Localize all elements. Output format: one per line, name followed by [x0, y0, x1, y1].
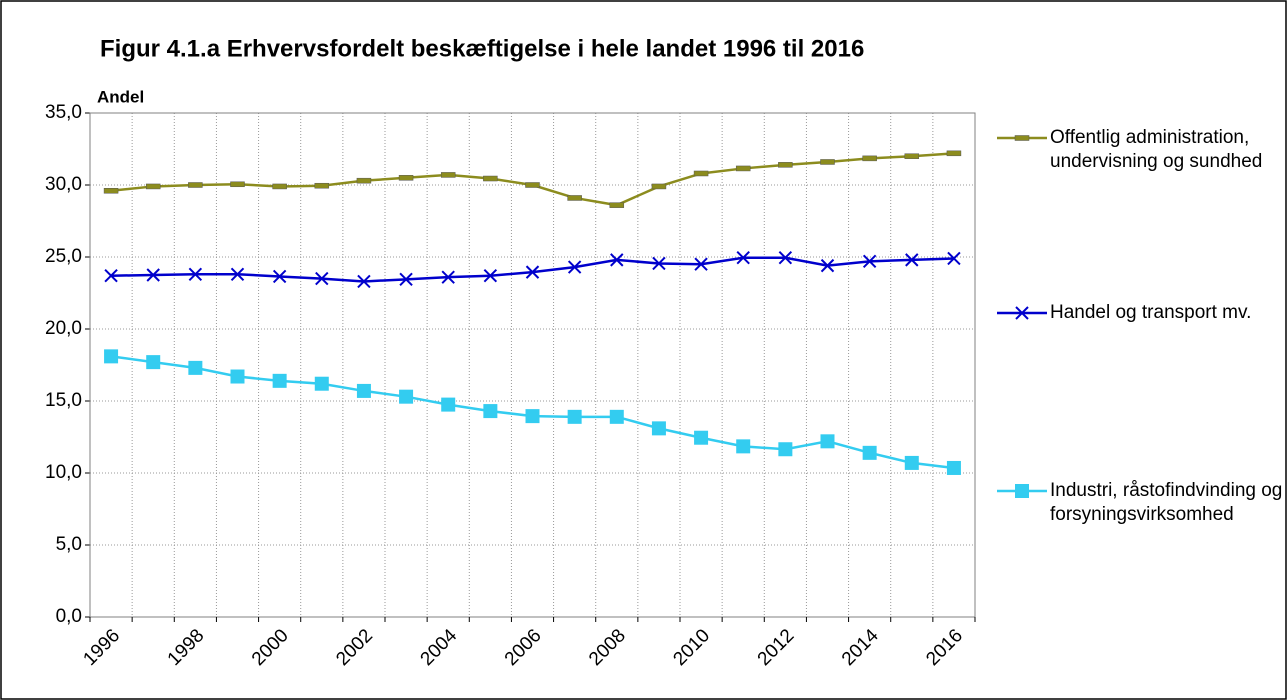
marker	[398, 175, 414, 181]
marker	[356, 177, 372, 184]
legend-marker	[1014, 135, 1030, 141]
marker	[862, 155, 877, 162]
legend-label: Offentlig administration, undervisning o…	[1050, 127, 1263, 172]
marker	[525, 182, 540, 188]
legend-label: Handel og transport mv.	[1050, 302, 1252, 323]
marker	[314, 182, 330, 189]
marker	[778, 442, 793, 457]
legend-marker	[1015, 306, 1029, 320]
marker	[651, 183, 667, 190]
marker	[230, 267, 245, 281]
marker	[230, 369, 245, 384]
marker	[399, 272, 413, 287]
marker	[735, 165, 751, 172]
marker	[905, 253, 919, 267]
x-tick-label: 2000	[248, 625, 293, 670]
marker	[272, 183, 287, 190]
marker	[399, 389, 414, 404]
marker	[820, 258, 835, 273]
marker	[694, 430, 709, 445]
y-tick-label: 30,0	[45, 174, 82, 195]
marker	[567, 409, 582, 424]
marker	[947, 251, 961, 266]
marker	[904, 455, 919, 470]
marker	[525, 409, 540, 424]
legend-label: Industri, råstofindvinding og forsynings…	[1050, 480, 1283, 525]
chart-title: Figur 4.1.a Erhvervsfordelt beskæftigels…	[100, 35, 864, 62]
marker	[946, 460, 961, 475]
marker	[104, 349, 119, 364]
y-tick-label: 20,0	[45, 318, 82, 339]
x-tick-label: 2008	[585, 625, 630, 670]
marker	[567, 260, 582, 274]
marker	[736, 251, 750, 265]
y-tick-label: 10,0	[45, 462, 82, 483]
marker	[146, 268, 160, 282]
marker	[694, 257, 708, 271]
legend-marker	[1015, 484, 1029, 498]
marker	[651, 421, 666, 436]
marker	[820, 434, 835, 449]
marker	[609, 202, 625, 208]
marker	[145, 183, 161, 190]
marker	[357, 274, 371, 289]
x-tick-label: 2016	[922, 625, 967, 670]
marker	[778, 162, 793, 168]
marker	[188, 360, 203, 375]
plot-area	[89, 112, 976, 618]
y-tick-label: 0,0	[56, 606, 82, 627]
marker	[483, 269, 498, 283]
marker	[862, 445, 877, 460]
x-tick-label: 2006	[501, 625, 546, 670]
series-line	[111, 256, 954, 283]
marker	[652, 256, 666, 271]
x-tick-label: 1996	[79, 625, 124, 670]
marker	[778, 251, 793, 265]
x-tick-label: 2004	[417, 625, 462, 670]
marker	[483, 175, 498, 182]
marker	[440, 172, 456, 178]
marker	[693, 170, 709, 177]
marker	[188, 267, 203, 281]
marker	[188, 182, 203, 188]
marker	[356, 383, 371, 398]
marker	[272, 373, 287, 388]
x-tick-label: 2014	[838, 625, 883, 670]
marker	[904, 153, 920, 159]
y-tick-label: 25,0	[45, 246, 82, 267]
marker	[441, 270, 455, 284]
marker	[104, 269, 118, 283]
marker	[610, 253, 624, 267]
marker	[146, 355, 161, 370]
marker	[103, 188, 119, 194]
marker	[272, 269, 287, 284]
marker	[314, 376, 329, 391]
marker	[525, 265, 540, 279]
y-tick-label: 5,0	[56, 534, 82, 555]
y-axis-label: Andel	[97, 87, 144, 106]
marker	[736, 439, 751, 454]
marker	[441, 397, 456, 412]
marker	[609, 409, 624, 424]
y-tick-label: 15,0	[45, 390, 82, 411]
marker	[230, 181, 245, 188]
marker	[567, 195, 582, 201]
x-tick-label: 2002	[332, 625, 377, 670]
marker	[820, 159, 835, 165]
marker	[946, 150, 962, 157]
x-tick-label: 1998	[164, 625, 209, 670]
y-tick-label: 35,0	[45, 102, 82, 123]
x-tick-label: 2012	[754, 625, 799, 670]
marker	[483, 404, 498, 419]
x-tick-label: 2010	[669, 625, 714, 670]
marker	[315, 271, 329, 286]
marker	[862, 254, 877, 269]
